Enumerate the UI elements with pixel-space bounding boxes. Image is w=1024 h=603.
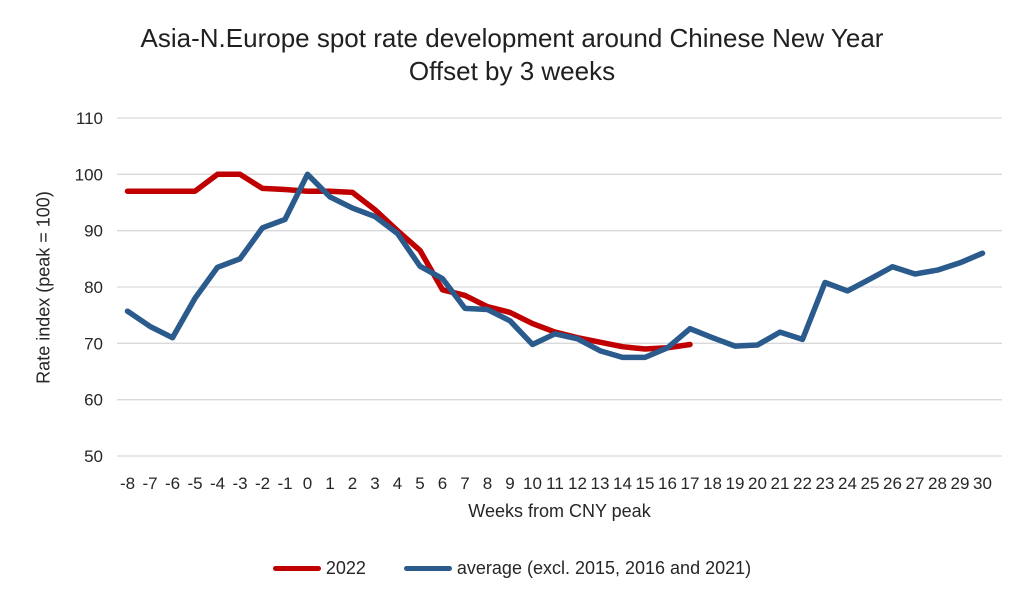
series-line-average-excl-2015-2016-and-2021- [124,171,986,361]
x-tick-label-4: 4 [393,474,402,493]
x-tick-label-18: 18 [703,474,722,493]
legend-swatch-average [403,566,452,571]
x-tick-label-0: 0 [303,474,312,493]
legend-label-average: average (excl. 2015, 2016 and 2021) [456,558,752,578]
x-tick-label-17: 17 [681,474,700,493]
x-tick-label-24: 24 [838,474,857,493]
x-tick-label-11: 11 [546,474,564,493]
x-tick-label--8: -8 [120,474,135,493]
legend-label-2022: 2022 [325,558,366,578]
x-tick-label-1: 1 [325,474,334,493]
legend-item-average: average (excl. 2015, 2016 and 2021) [403,558,752,579]
x-tick-label--2: -2 [255,474,270,493]
x-tick-label--1: -1 [277,474,292,493]
x-tick-label-21: 21 [771,474,790,493]
y-tick-label-100: 100 [75,165,103,184]
y-tick-label-70: 70 [84,334,103,353]
x-tick-label-5: 5 [415,474,424,493]
x-tick-label-20: 20 [748,474,767,493]
y-tick-label-80: 80 [84,278,103,297]
chart-title-line2: Offset by 3 weeks [408,56,616,86]
chart-title: Asia-N.Europe spot rate development arou… [0,22,1024,88]
x-tick-label--7: -7 [142,474,157,493]
x-tick-label-8: 8 [483,474,492,493]
chart-legend: 2022 average (excl. 2015, 2016 and 2021) [0,558,1024,579]
x-tick-label-16: 16 [658,474,677,493]
x-tick-label-25: 25 [861,474,880,493]
x-tick-label-6: 6 [438,474,447,493]
x-tick-label--6: -6 [165,474,180,493]
x-tick-label-2: 2 [348,474,357,493]
x-tick-label-15: 15 [636,474,655,493]
x-tick-label-22: 22 [793,474,812,493]
y-tick-label-110: 110 [76,109,103,128]
x-tick-label--4: -4 [210,474,225,493]
x-tick-label-26: 26 [883,474,902,493]
x-tick-label--3: -3 [232,474,247,493]
chart-title-line1: Asia-N.Europe spot rate development arou… [140,23,884,53]
x-tick-label--5: -5 [187,474,202,493]
x-tick-label-13: 13 [591,474,610,493]
x-tick-label-27: 27 [906,474,925,493]
x-tick-label-19: 19 [726,474,745,493]
x-tick-label-23: 23 [816,474,835,493]
x-tick-label-14: 14 [613,474,632,493]
series-line-2022 [124,171,693,352]
x-tick-label-30: 30 [973,474,992,493]
legend-item-2022: 2022 [272,558,366,579]
y-tick-label-60: 60 [84,391,103,410]
x-tick-label-10: 10 [523,474,542,493]
y-tick-label-90: 90 [84,222,103,241]
y-axis-title: Rate index (peak = 100) [33,191,54,384]
x-tick-label-9: 9 [505,474,514,493]
x-tick-label-29: 29 [951,474,970,493]
x-tick-label-3: 3 [370,474,379,493]
y-tick-label-50: 50 [84,447,103,466]
x-axis-title: Weeks from CNY peak [468,501,651,521]
x-tick-label-7: 7 [460,474,469,493]
legend-swatch-2022 [272,566,321,571]
x-tick-label-28: 28 [928,474,947,493]
x-tick-label-12: 12 [568,474,587,493]
